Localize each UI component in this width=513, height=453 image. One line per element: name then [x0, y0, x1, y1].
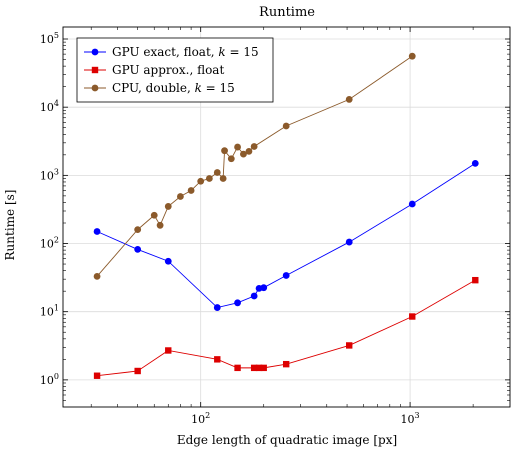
data-point — [187, 187, 195, 194]
y-tick-label: 102 — [40, 236, 59, 251]
legend-label: CPU, double, k = 15 — [112, 81, 235, 95]
data-point — [472, 276, 479, 284]
data-point — [93, 372, 101, 379]
plot-area — [62, 26, 511, 408]
data-point — [205, 175, 213, 182]
data-point — [234, 299, 241, 307]
y-tick-label: 101 — [40, 304, 59, 319]
data-point — [282, 122, 290, 130]
data-point — [250, 143, 258, 150]
data-point — [260, 284, 268, 292]
data-point — [164, 257, 172, 265]
series-3 — [93, 52, 416, 280]
x-tick-label: 103 — [401, 411, 420, 426]
data-point — [345, 238, 353, 246]
data-point — [164, 203, 172, 210]
data-point — [471, 159, 479, 167]
data-point — [260, 364, 267, 372]
data-point — [234, 143, 241, 151]
legend-marker — [91, 66, 99, 74]
y-tick-label: 100 — [40, 372, 59, 387]
data-point — [213, 169, 221, 176]
legend-box — [76, 37, 274, 103]
legend-marker — [91, 84, 99, 92]
data-point — [282, 360, 290, 368]
legend-item: GPU approx., float — [84, 63, 224, 77]
data-point — [197, 177, 205, 185]
series-1 — [93, 159, 479, 311]
data-point — [250, 364, 258, 372]
y-axis-label: Runtime [s] — [3, 190, 17, 261]
data-point — [409, 313, 416, 320]
series-line — [96, 162, 476, 309]
legend: GPU exact, float, k = 15 GPU approx., flo… — [76, 37, 274, 103]
chart-title: Runtime — [259, 5, 315, 20]
axis-ticks: 102 103 100 101 102 103 104 105 — [40, 27, 510, 426]
data-point — [177, 193, 184, 200]
data-point — [345, 96, 353, 103]
data-point — [245, 147, 253, 155]
grid-lines — [63, 27, 510, 407]
data-point — [214, 356, 221, 363]
legend-item: GPU exact, float, k = 15 — [84, 45, 259, 59]
data-point — [150, 211, 158, 219]
data-point — [134, 367, 141, 375]
data-point — [221, 147, 228, 155]
series-2 — [93, 276, 479, 379]
data-point — [219, 175, 227, 182]
data-point — [134, 246, 142, 253]
data-point — [282, 272, 290, 279]
data-point — [346, 342, 353, 349]
legend-item: CPU, double, k = 15 — [84, 81, 235, 95]
y-tick-label: 105 — [40, 31, 59, 46]
data-point — [134, 226, 142, 234]
data-point — [156, 221, 164, 229]
legend-label: GPU approx., float — [112, 63, 224, 77]
data-point — [255, 364, 263, 372]
y-tick-label: 103 — [40, 167, 59, 182]
legend-marker — [91, 48, 99, 56]
y-tick-label: 104 — [40, 99, 59, 114]
data-point — [240, 150, 247, 158]
series-layer — [93, 52, 479, 379]
data-point — [250, 292, 258, 300]
data-point — [234, 364, 241, 372]
data-point — [165, 347, 172, 354]
data-point — [93, 272, 101, 280]
data-point — [93, 228, 101, 235]
data-point — [408, 52, 416, 60]
x-axis-label: Edge length of quadratic image [px] — [177, 433, 397, 447]
data-point — [227, 155, 235, 163]
data-point — [213, 304, 221, 311]
x-tick-label: 102 — [191, 411, 210, 426]
legend-label: GPU exact, float, k = 15 — [112, 45, 259, 59]
data-point — [408, 200, 416, 208]
